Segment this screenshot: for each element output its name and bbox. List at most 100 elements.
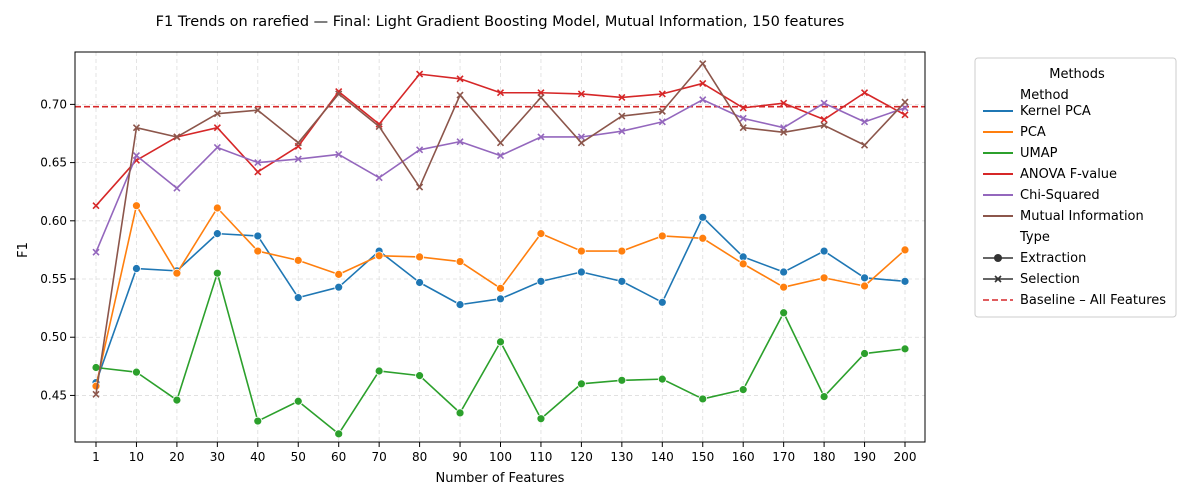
x-tick-label: 170 <box>772 450 795 464</box>
data-point <box>172 268 182 278</box>
data-point <box>496 294 505 304</box>
data-point <box>92 202 100 210</box>
data-point <box>739 114 747 122</box>
legend-type-label: Extraction <box>1020 251 1086 266</box>
data-point <box>375 122 383 131</box>
x-tick-label: 200 <box>894 450 917 464</box>
data-point <box>253 416 263 426</box>
data-point <box>860 118 869 126</box>
x-tick-label: 150 <box>691 450 714 464</box>
data-point <box>900 276 910 286</box>
data-point <box>901 104 909 112</box>
data-point <box>739 104 747 112</box>
data-point <box>375 174 383 182</box>
x-tick-label: 70 <box>372 450 387 464</box>
data-point <box>536 414 546 424</box>
legend-x-marker <box>994 275 1002 283</box>
data-point <box>173 184 181 192</box>
data-point <box>254 159 262 167</box>
data-point <box>254 106 262 114</box>
data-point <box>132 152 141 160</box>
data-point <box>577 133 585 141</box>
data-point <box>820 115 828 124</box>
data-point <box>212 229 222 239</box>
legend-entry-label: Kernel PCA <box>1020 104 1091 119</box>
data-point <box>657 374 667 384</box>
legend-method-header: Method <box>1020 88 1069 103</box>
data-point <box>92 390 100 398</box>
x-tick-label: 30 <box>210 450 225 464</box>
y-tick-label: 0.65 <box>40 156 67 170</box>
y-tick-label: 0.70 <box>40 97 67 111</box>
data-point <box>860 141 869 149</box>
legend-type-header: Type <box>1019 230 1050 245</box>
data-point <box>92 248 100 256</box>
data-point <box>173 133 181 141</box>
data-point <box>456 91 464 99</box>
y-axis: 0.45 0.50 0.55 0.60 0.65 0.70 <box>40 97 75 402</box>
data-point <box>618 112 626 120</box>
data-point <box>132 201 141 211</box>
series-mutual-information <box>92 60 909 398</box>
series-chi-squared <box>92 96 909 256</box>
x-axis-label: Number of Features <box>436 471 565 486</box>
data-point <box>577 267 586 277</box>
x-tick-label: 90 <box>452 450 467 464</box>
x-tick-label: 60 <box>331 450 346 464</box>
data-point <box>699 60 707 68</box>
x-tick-label: 10 <box>129 450 144 464</box>
data-point <box>496 283 505 293</box>
data-point <box>335 88 343 96</box>
data-point <box>699 79 707 87</box>
legend-circle-marker <box>994 254 1002 262</box>
data-point <box>335 150 343 159</box>
y-tick-label: 0.45 <box>40 388 67 402</box>
data-point <box>779 282 789 292</box>
data-point <box>496 89 505 97</box>
data-point <box>496 139 505 147</box>
data-point <box>618 93 626 101</box>
data-point <box>455 257 465 266</box>
data-point <box>658 90 666 98</box>
data-point <box>415 278 425 287</box>
data-point <box>335 90 343 98</box>
data-point <box>617 375 627 385</box>
x-tick-label: 160 <box>732 450 755 464</box>
data-point <box>294 155 302 163</box>
data-point <box>901 111 909 119</box>
data-point <box>293 255 303 265</box>
data-point <box>617 246 627 256</box>
x-tick-label: 1 <box>92 450 100 464</box>
data-point <box>212 203 222 213</box>
data-point <box>780 99 788 107</box>
data-point <box>132 367 141 377</box>
x-tick-label: 50 <box>291 450 306 464</box>
data-point <box>698 233 708 243</box>
data-point <box>780 128 788 136</box>
data-point <box>254 168 262 176</box>
data-point <box>900 245 910 255</box>
data-point <box>658 118 666 126</box>
x-tick-label: 190 <box>853 450 876 464</box>
data-point <box>455 408 465 418</box>
data-point <box>334 282 344 292</box>
data-point <box>738 259 748 269</box>
data-point <box>293 396 303 406</box>
data-point <box>698 394 708 404</box>
legend-entry-label: Chi-Squared <box>1020 188 1100 203</box>
data-point <box>91 363 101 372</box>
data-point <box>617 276 627 286</box>
data-point <box>699 96 707 104</box>
data-point <box>375 120 383 128</box>
data-point <box>657 231 667 241</box>
data-point <box>496 152 505 160</box>
data-point <box>294 139 302 147</box>
data-point <box>819 246 829 256</box>
data-point <box>577 139 585 147</box>
data-point <box>819 273 829 283</box>
series-umap <box>91 268 910 439</box>
x-tick-label: 20 <box>169 450 184 464</box>
data-point <box>416 146 424 154</box>
y-tick-label: 0.60 <box>40 214 67 228</box>
